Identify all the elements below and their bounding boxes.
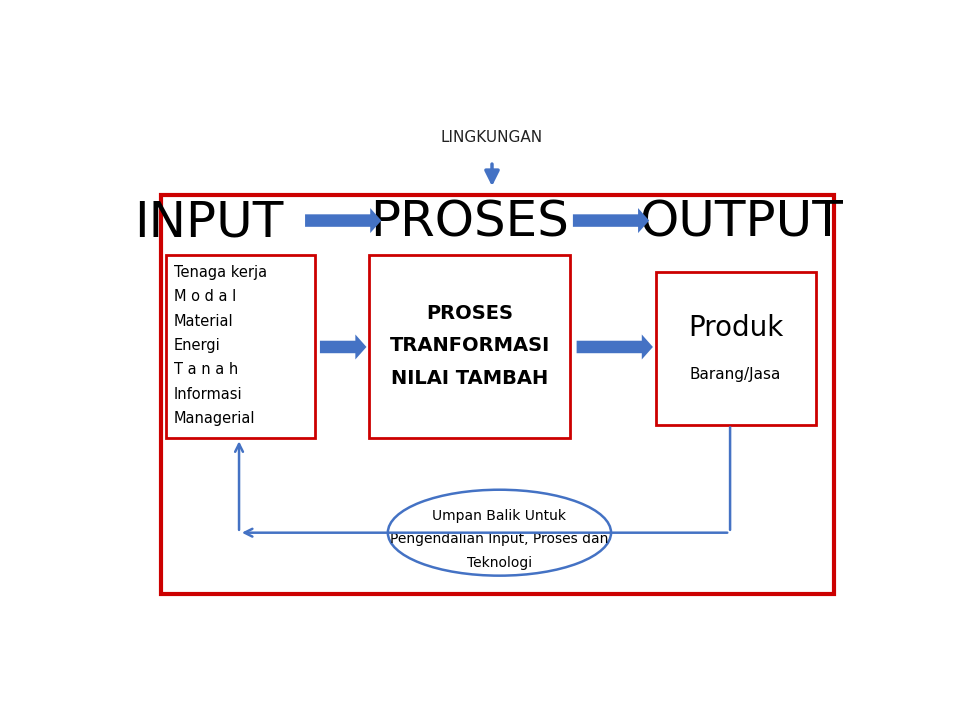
Text: Pengendalian Input, Proses dan: Pengendalian Input, Proses dan [391, 532, 609, 546]
Text: Managerial: Managerial [174, 411, 255, 426]
Text: OUTPUT: OUTPUT [639, 198, 843, 246]
Text: M o d a l: M o d a l [174, 289, 236, 305]
Text: NILAI TAMBAH: NILAI TAMBAH [391, 369, 548, 387]
Bar [370, 256, 570, 438]
Text: LINGKUNGAN: LINGKUNGAN [441, 130, 543, 145]
Bar [161, 194, 834, 594]
Text: Barang/Jasa: Barang/Jasa [690, 367, 781, 382]
Text: Tenaga kerja: Tenaga kerja [174, 265, 267, 280]
Text: Produk: Produk [688, 314, 783, 341]
Text: PROSES: PROSES [426, 305, 514, 323]
Bar [656, 272, 816, 425]
Bar [166, 256, 315, 438]
Ellipse shape [388, 490, 611, 576]
Text: Umpan Balik Untuk: Umpan Balik Untuk [432, 509, 566, 523]
Text: T a n a h: T a n a h [174, 362, 238, 377]
Text: INPUT: INPUT [134, 198, 284, 246]
Text: TRANFORMASI: TRANFORMASI [390, 336, 550, 356]
Text: Informasi: Informasi [174, 387, 242, 402]
Text: Energi: Energi [174, 338, 220, 353]
Text: PROSES: PROSES [371, 198, 569, 246]
Text: Material: Material [174, 314, 233, 329]
Text: Teknologi: Teknologi [467, 556, 532, 570]
